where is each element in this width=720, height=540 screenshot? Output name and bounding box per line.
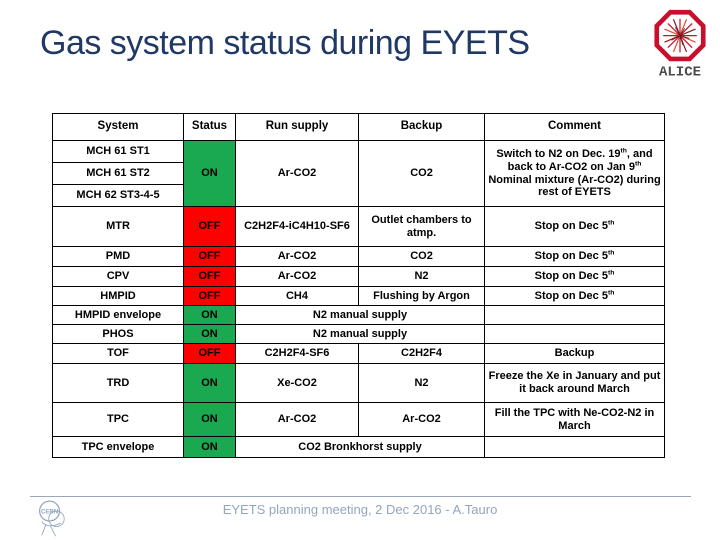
system-cell: MCH 62 ST3-4-5	[52, 184, 184, 207]
backup-cell: C2H2F4	[358, 343, 485, 364]
header-system: System	[52, 113, 184, 141]
table-header-row: System Status Run supply Backup Comment	[52, 113, 665, 141]
comment-cell	[484, 324, 665, 344]
comment-cell: Backup	[484, 343, 665, 364]
comment-cell	[484, 436, 665, 458]
run-supply-cell: CH4	[235, 286, 359, 306]
status-cell: ON	[183, 402, 236, 437]
table-row: PMD OFF Ar-CO2 CO2 Stop on Dec 5th	[52, 246, 665, 267]
system-cell: TPC	[52, 402, 184, 437]
backup-cell: N2	[358, 363, 485, 403]
alice-logo-label: ALICE	[659, 65, 701, 80]
system-cell: MCH 61 ST1	[52, 140, 184, 163]
table-row: MCH 61 ST1 ON Ar-CO2 CO2 Switch to N2 on…	[52, 140, 665, 207]
status-cell: OFF	[183, 246, 236, 267]
system-cell: TPC envelope	[52, 436, 184, 458]
header-comment: Comment	[484, 113, 665, 141]
comment-cell: Stop on Dec 5th	[484, 266, 665, 287]
comment-cell: Stop on Dec 5th	[484, 246, 665, 267]
system-cell: HMPID	[52, 286, 184, 306]
status-cell: ON	[183, 305, 236, 325]
status-cell: ON	[183, 140, 236, 207]
system-cell: MTR	[52, 206, 184, 247]
status-cell: OFF	[183, 266, 236, 287]
table-row: TPC envelope ON CO2 Bronkhorst supply	[52, 436, 665, 458]
table-row: TPC ON Ar-CO2 Ar-CO2 Fill the TPC with N…	[52, 402, 665, 437]
header-backup: Backup	[358, 113, 485, 141]
page-title: Gas system status during EYETS	[40, 24, 530, 62]
footer-divider	[30, 496, 691, 497]
system-cell: PHOS	[52, 324, 184, 344]
comment-cell: Stop on Dec 5th	[484, 286, 665, 306]
header-status: Status	[183, 113, 236, 141]
run-supply-cell: Ar-CO2	[235, 266, 359, 287]
status-cell: ON	[183, 436, 236, 458]
table-row: HMPID OFF CH4 Flushing by Argon Stop on …	[52, 286, 665, 306]
system-cell: HMPID envelope	[52, 305, 184, 325]
status-cell: OFF	[183, 343, 236, 364]
status-cell: ON	[183, 324, 236, 344]
table-row: TOF OFF C2H2F4-SF6 C2H2F4 Backup	[52, 343, 665, 364]
alice-starburst-icon	[663, 18, 697, 53]
cern-logo: CERN	[39, 500, 65, 537]
supply-merged-cell: N2 manual supply	[235, 305, 485, 325]
comment-cell: Stop on Dec 5th	[484, 206, 665, 247]
footer-text: EYETS planning meeting, 2 Dec 2016 - A.T…	[222, 502, 498, 517]
system-cell: TRD	[52, 363, 184, 403]
header-run-supply: Run supply	[235, 113, 359, 141]
status-cell: OFF	[183, 206, 236, 247]
alice-logo: ALICE	[654, 9, 706, 80]
system-cell: CPV	[52, 266, 184, 287]
table-row: MCH 62 ST3-4-5	[52, 184, 665, 207]
comment-cell: Fill the TPC with Ne-CO2-N2 in March	[484, 402, 665, 437]
status-cell: OFF	[183, 286, 236, 306]
run-supply-cell: Ar-CO2	[235, 140, 359, 207]
backup-cell: CO2	[358, 140, 485, 207]
backup-cell: CO2	[358, 246, 485, 267]
comment-cell: Freeze the Xe in January and put it back…	[484, 363, 665, 403]
run-supply-cell: C2H2F4-iC4H10-SF6	[235, 206, 359, 247]
table-row: CPV OFF Ar-CO2 N2 Stop on Dec 5th	[52, 266, 665, 287]
comment-cell: Switch to N2 on Dec. 19th, and back to A…	[484, 140, 665, 207]
table-row: HMPID envelope ON N2 manual supply	[52, 305, 665, 325]
system-cell: MCH 61 ST2	[52, 162, 184, 185]
status-cell: ON	[183, 363, 236, 403]
table-row: TRD ON Xe-CO2 N2 Freeze the Xe in Januar…	[52, 363, 665, 403]
table-row: PHOS ON N2 manual supply	[52, 324, 665, 344]
backup-cell: Flushing by Argon	[358, 286, 485, 306]
cern-logo-label: CERN	[41, 510, 58, 516]
backup-cell: Ar-CO2	[358, 402, 485, 437]
run-supply-cell: Ar-CO2	[235, 246, 359, 267]
system-cell: PMD	[52, 246, 184, 267]
backup-cell: N2	[358, 266, 485, 287]
supply-merged-cell: CO2 Bronkhorst supply	[235, 436, 485, 458]
run-supply-cell: Ar-CO2	[235, 402, 359, 437]
run-supply-cell: C2H2F4-SF6	[235, 343, 359, 364]
system-cell: TOF	[52, 343, 184, 364]
run-supply-cell: Xe-CO2	[235, 363, 359, 403]
supply-merged-cell: N2 manual supply	[235, 324, 485, 344]
table-row: MTR OFF C2H2F4-iC4H10-SF6 Outlet chamber…	[52, 206, 665, 247]
backup-cell: Outlet chambers to atmp.	[358, 206, 485, 247]
gas-status-table: System Status Run supply Backup Comment …	[52, 113, 665, 458]
comment-cell	[484, 305, 665, 325]
